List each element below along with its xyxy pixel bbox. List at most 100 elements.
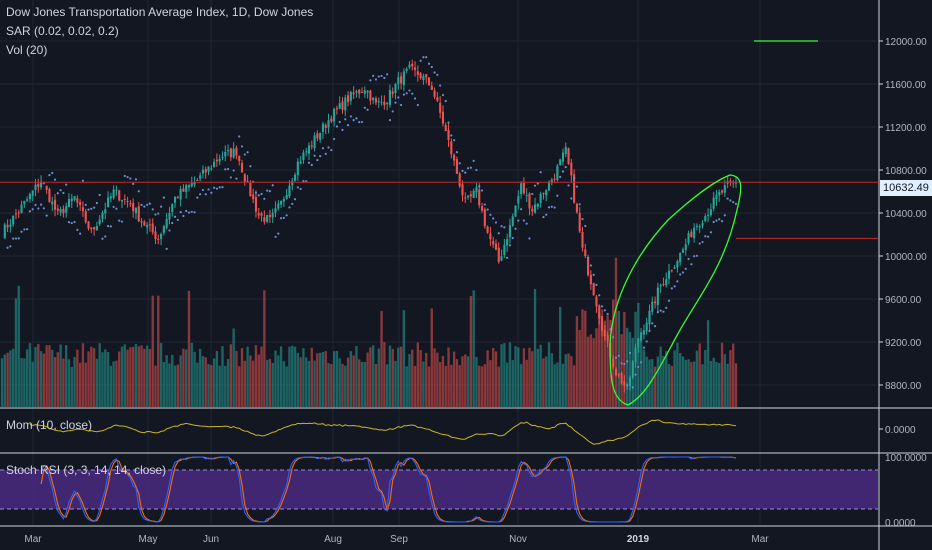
candle-body xyxy=(115,189,118,191)
sar-dot xyxy=(620,362,623,365)
volume-bar xyxy=(171,354,174,407)
candle-body xyxy=(553,178,556,180)
sar-dot xyxy=(388,118,392,122)
volume-bar xyxy=(589,334,593,407)
volume-bar xyxy=(51,349,54,407)
candle-body xyxy=(129,203,132,205)
sar-dot xyxy=(536,182,539,185)
volume-bar xyxy=(302,348,305,407)
candle-body xyxy=(539,193,542,203)
sar-dot xyxy=(386,73,389,76)
sar-dot xyxy=(254,191,258,194)
volume-bar xyxy=(115,360,118,407)
candle-body xyxy=(344,97,347,111)
sar-dot xyxy=(667,299,671,302)
volume-bar xyxy=(531,351,534,407)
sar-dot xyxy=(17,237,20,240)
volume-bar xyxy=(279,346,283,407)
volume-bar xyxy=(676,342,679,407)
volume-bar xyxy=(316,353,319,407)
sar-dot xyxy=(333,137,336,141)
volume-bar xyxy=(377,348,380,407)
sar-dot xyxy=(416,103,419,107)
volume-bar xyxy=(109,365,113,407)
sar-dot xyxy=(684,267,687,270)
volume-bar xyxy=(349,351,353,407)
volume-bar xyxy=(701,364,704,407)
candle-body xyxy=(79,202,82,206)
candle-body xyxy=(480,206,484,211)
sar-dot xyxy=(466,167,470,170)
volume-bar xyxy=(494,351,498,407)
stoch-k-line xyxy=(40,456,737,523)
volume-bar xyxy=(489,360,492,407)
volume-bar xyxy=(143,348,146,407)
stoch-band xyxy=(0,470,878,509)
candle-body xyxy=(592,283,595,296)
candle-body xyxy=(45,185,48,190)
volume-bar xyxy=(673,350,676,407)
candle-body xyxy=(372,97,375,100)
sar-dot xyxy=(497,232,500,235)
volume-bar xyxy=(645,356,648,407)
volume-bar xyxy=(617,310,620,407)
sar-dot xyxy=(321,147,325,150)
sar-dot xyxy=(81,179,85,182)
volume-bar xyxy=(134,344,138,407)
volume-bar xyxy=(385,364,389,407)
sar-dot xyxy=(640,361,643,364)
candle-body xyxy=(268,215,271,217)
volume-bar xyxy=(324,351,327,407)
volume-bar xyxy=(667,364,671,407)
candle-body xyxy=(249,182,252,197)
candle-body xyxy=(93,227,96,230)
candle-body xyxy=(386,102,389,104)
sar-dot xyxy=(316,158,319,162)
sar-dot xyxy=(693,255,696,258)
sar-dot xyxy=(732,200,735,204)
candle-body xyxy=(436,97,439,101)
volume-bar xyxy=(310,347,313,407)
volume-bar xyxy=(243,360,246,407)
volume-bar xyxy=(14,298,18,407)
candle-body xyxy=(684,244,687,250)
volume-bar xyxy=(698,343,701,407)
volume-bar xyxy=(318,352,322,407)
candle-body xyxy=(132,203,135,212)
sar-dot xyxy=(508,244,512,247)
volume-bar xyxy=(464,354,467,407)
sar-dot xyxy=(525,222,528,225)
stoch-legend: Stoch RSI (3, 3, 14, 14, close) xyxy=(6,463,167,477)
volume-bar xyxy=(23,358,26,407)
volume-bar xyxy=(475,356,478,407)
candle-body xyxy=(243,174,246,182)
volume-bar xyxy=(620,334,623,407)
volume-bar xyxy=(3,354,6,407)
volume-bar xyxy=(265,359,269,407)
volume-bar xyxy=(511,360,514,407)
sar-dot xyxy=(87,208,90,211)
candle-body xyxy=(486,226,489,233)
sar-dot xyxy=(626,360,629,363)
candle-body xyxy=(355,91,358,93)
candle-body xyxy=(461,184,464,196)
sar-dot xyxy=(436,73,439,76)
candle-body xyxy=(238,155,241,161)
sar-dot xyxy=(550,205,553,208)
volume-bar xyxy=(344,365,347,407)
volume-bar xyxy=(98,343,101,407)
candle-body xyxy=(232,148,235,158)
volume-bar xyxy=(706,320,710,407)
sar-dot xyxy=(154,213,157,216)
candle-body xyxy=(213,161,216,168)
sar-dot xyxy=(547,206,551,209)
candle-body xyxy=(207,166,210,172)
candle-body xyxy=(550,179,553,183)
candle-body xyxy=(280,200,283,205)
candle-body xyxy=(87,221,90,229)
candle-body xyxy=(673,267,676,269)
sar-dot xyxy=(221,186,224,189)
sar-dot xyxy=(458,162,461,165)
candle-body xyxy=(397,77,400,85)
candle-body xyxy=(84,211,87,223)
